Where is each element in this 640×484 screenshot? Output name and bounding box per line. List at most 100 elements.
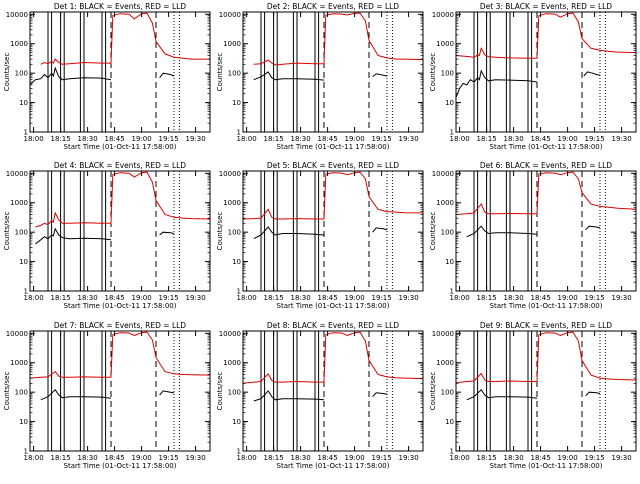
series-lld-line — [30, 331, 210, 379]
x-tick-label: 18:30 — [78, 294, 98, 302]
x-tick-label: 19:15 — [159, 135, 179, 143]
y-axis-title: Counts/sec — [3, 53, 11, 92]
y-tick-label: 1 — [237, 288, 241, 296]
x-tick-label: 19:30 — [186, 135, 206, 143]
detector-panel-2: 1 10 100 1000 10000 18:00 18:15 18:30 18:45 19:00… — [216, 2, 424, 151]
series-lld-line — [456, 12, 636, 59]
x-tick-label: 18:45 — [531, 294, 551, 302]
y-tick-label: 10 — [19, 418, 28, 426]
plot-area — [243, 331, 423, 451]
x-tick-label: 19:15 — [372, 454, 392, 462]
x-tick-label: 18:00 — [237, 294, 257, 302]
detector-panel-7: 1 10 100 1000 10000 18:00 18:15 18:30 18:45 19:00… — [3, 321, 211, 470]
x-tick-label: 18:00 — [237, 135, 257, 143]
detector-panel-1: 1 10 100 1000 10000 18:00 18:15 18:30 18:45 19:00… — [3, 2, 211, 151]
y-tick-label: 10 — [445, 418, 454, 426]
x-axis-title: Start Time (01-Oct-11 17:58:00) — [277, 143, 390, 151]
y-axis-title: Counts/sec — [429, 53, 437, 92]
y-tick-label: 100 — [441, 389, 454, 397]
series-events-line — [35, 227, 112, 245]
plot-area — [456, 171, 636, 291]
x-tick-label: 18:15 — [477, 294, 497, 302]
series-events-line — [372, 392, 388, 398]
y-tick-label: 1000 — [436, 199, 454, 207]
detector-panel-5: 1 10 100 1000 10000 18:00 18:15 18:30 18:45 19:00… — [216, 161, 424, 310]
series-lld-line — [243, 331, 423, 384]
x-tick-label: 18:30 — [504, 454, 524, 462]
plot-frame — [455, 330, 637, 452]
y-tick-label: 1 — [24, 448, 28, 456]
y-axis-title: Counts/sec — [3, 212, 11, 251]
x-tick-label: 19:00 — [558, 294, 578, 302]
y-tick-label: 10 — [232, 258, 241, 266]
x-tick-label: 19:30 — [399, 135, 419, 143]
plot-area — [35, 171, 210, 291]
x-tick-label: 18:45 — [105, 454, 125, 462]
x-tick-label: 18:15 — [264, 135, 284, 143]
x-tick-label: 19:15 — [585, 294, 605, 302]
y-tick-label: 10000 — [6, 330, 28, 338]
x-tick-label: 18:45 — [531, 135, 551, 143]
series-lld-line — [456, 171, 636, 215]
x-axis-title: Start Time (01-Oct-11 17:58:00) — [64, 462, 177, 470]
detector-panel-8: 1 10 100 1000 10000 18:00 18:15 18:30 18:45 19:00… — [216, 321, 424, 470]
x-tick-label: 19:30 — [612, 294, 632, 302]
series-events-line — [159, 231, 175, 236]
y-tick-label: 100 — [15, 229, 28, 237]
detector-panel-6: 1 10 100 1000 10000 18:00 18:15 18:30 18:45 19:00… — [429, 161, 637, 310]
panel-title: Det 5: BLACK = Events, RED = LLD — [267, 161, 399, 170]
y-tick-label: 1 — [24, 129, 28, 137]
x-tick-label: 18:15 — [477, 135, 497, 143]
y-tick-label: 1 — [450, 448, 454, 456]
y-tick-label: 10 — [19, 99, 28, 107]
y-tick-label: 100 — [15, 389, 28, 397]
y-tick-label: 1000 — [223, 40, 241, 48]
series-events-line — [456, 69, 538, 98]
panel-title: Det 9: BLACK = Events, RED = LLD — [480, 321, 612, 330]
y-tick-label: 10 — [232, 99, 241, 107]
plot-frame — [242, 11, 424, 133]
y-tick-label: 10000 — [432, 11, 454, 19]
y-axis-title: Counts/sec — [429, 372, 437, 411]
panel-title: Det 2: BLACK = Events, RED = LLD — [267, 2, 399, 11]
x-tick-label: 19:00 — [132, 454, 152, 462]
series-events-line — [585, 225, 601, 231]
x-tick-label: 18:00 — [24, 135, 44, 143]
y-tick-label: 1000 — [436, 40, 454, 48]
x-tick-label: 19:00 — [558, 454, 578, 462]
y-tick-label: 1000 — [10, 359, 28, 367]
y-tick-label: 10000 — [219, 170, 241, 178]
x-tick-label: 18:45 — [318, 135, 338, 143]
plot-frame — [455, 11, 637, 133]
panel-title: Det 4: BLACK = Events, RED = LLD — [54, 161, 186, 170]
x-axis-title: Start Time (01-Oct-11 17:58:00) — [490, 462, 603, 470]
x-axis-title: Start Time (01-Oct-11 17:58:00) — [64, 302, 177, 310]
y-axis-title: Counts/sec — [216, 212, 224, 251]
y-axis-title: Counts/sec — [3, 372, 11, 411]
x-tick-label: 18:15 — [51, 294, 71, 302]
x-tick-label: 18:00 — [24, 454, 44, 462]
y-tick-label: 1000 — [10, 199, 28, 207]
y-tick-label: 1 — [450, 288, 454, 296]
series-lld-line — [243, 171, 423, 220]
y-axis-title: Counts/sec — [216, 53, 224, 92]
x-tick-label: 19:15 — [585, 135, 605, 143]
y-tick-label: 100 — [441, 70, 454, 78]
x-tick-label: 18:30 — [504, 135, 524, 143]
x-tick-label: 18:30 — [504, 294, 524, 302]
x-tick-label: 19:30 — [186, 454, 206, 462]
x-tick-label: 18:45 — [318, 454, 338, 462]
panel-title: Det 6: BLACK = Events, RED = LLD — [480, 161, 612, 170]
x-axis-title: Start Time (01-Oct-11 17:58:00) — [277, 462, 390, 470]
plot-area — [243, 171, 423, 291]
panel-title: Det 3: BLACK = Events, RED = LLD — [480, 2, 612, 11]
series-lld-line — [40, 12, 210, 65]
detector-panel-4: 1 10 100 1000 10000 18:00 18:15 18:30 18:45 19:00… — [3, 161, 211, 310]
series-events-line — [585, 391, 601, 397]
plot-area — [30, 331, 210, 451]
series-events-line — [30, 66, 112, 86]
series-events-line — [253, 226, 325, 240]
x-tick-label: 18:30 — [291, 135, 311, 143]
y-tick-label: 1 — [237, 448, 241, 456]
